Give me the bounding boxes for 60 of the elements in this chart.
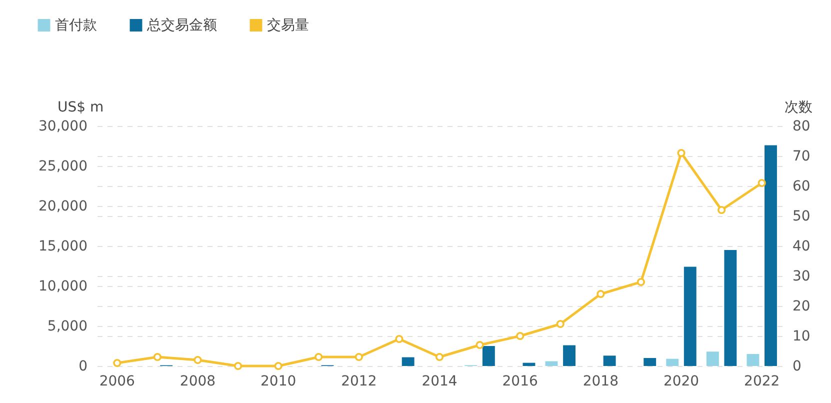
bar [644, 358, 656, 366]
bar [402, 357, 414, 366]
bar [764, 145, 777, 366]
x-tick-label: 2018 [582, 374, 618, 390]
bar [724, 250, 737, 366]
y2-tick-label: 10 [792, 328, 810, 344]
x-tick-label: 2012 [341, 374, 377, 390]
legend-label: 总交易金额 [146, 17, 217, 34]
y2-tick-label: 50 [792, 208, 810, 224]
x-tick-label: 2008 [180, 374, 216, 390]
legend-label: 交易量 [267, 17, 309, 34]
point [516, 332, 524, 340]
point [395, 334, 404, 344]
bar [684, 266, 696, 366]
bar [666, 358, 679, 366]
y-tick-label: 20,000 [38, 198, 88, 214]
y-tick-label: 5,000 [47, 318, 88, 334]
x-tick-label: 2022 [744, 374, 780, 390]
y2-tick-label: 60 [792, 178, 810, 194]
point [556, 320, 564, 328]
y2-tick-label: 20 [792, 298, 810, 314]
y-tick-label: 30,000 [38, 118, 88, 134]
point [153, 352, 162, 362]
y-tick-label: 0 [78, 358, 88, 374]
point [194, 356, 202, 364]
x-tick-label: 2016 [502, 374, 538, 390]
y2-tick-label: 70 [792, 148, 810, 164]
x-tick-label: 2006 [99, 374, 136, 390]
y2-tick-label: 0 [792, 358, 802, 374]
x-tick-label: 2020 [663, 374, 700, 390]
bar [563, 345, 576, 366]
y-tick-label: 10,000 [38, 278, 88, 294]
y2-axis-title: 次数 [784, 100, 812, 116]
y2-tick-label: 30 [792, 268, 810, 284]
point [758, 178, 766, 188]
point [596, 290, 605, 298]
y-tick-label: 25,000 [38, 158, 88, 174]
point [717, 206, 726, 214]
point [274, 362, 282, 370]
point [354, 352, 363, 362]
x-tick-label: 2014 [422, 374, 458, 390]
bar [522, 362, 536, 366]
y-tick-label: 15,000 [38, 238, 88, 254]
point [476, 340, 484, 350]
y2-tick-label: 80 [792, 118, 810, 134]
point [314, 352, 323, 362]
legend-label: 首付款 [55, 17, 97, 34]
bar [706, 352, 719, 366]
y2-tick-label: 40 [792, 238, 810, 254]
point [677, 148, 686, 158]
point [234, 362, 242, 370]
bar [746, 354, 760, 366]
point [636, 278, 646, 286]
point [435, 352, 444, 362]
bar [545, 361, 558, 366]
bar [482, 346, 495, 366]
y-axis-title: US$ m [58, 100, 104, 116]
bar [603, 356, 616, 366]
x-tick-label: 2010 [260, 374, 296, 390]
point [113, 358, 122, 368]
